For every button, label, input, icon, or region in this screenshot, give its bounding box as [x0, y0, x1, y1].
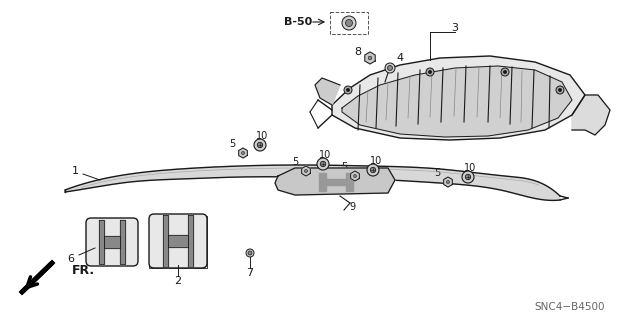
Text: 5: 5 [341, 162, 347, 172]
Circle shape [344, 86, 352, 94]
Bar [330, 12, 368, 34]
Circle shape [257, 142, 262, 148]
Polygon shape [572, 95, 610, 135]
Circle shape [317, 158, 329, 170]
Text: 5: 5 [292, 157, 298, 167]
Circle shape [465, 174, 470, 180]
Polygon shape [326, 179, 346, 185]
Circle shape [504, 70, 507, 74]
Circle shape [387, 65, 392, 70]
Circle shape [342, 16, 356, 30]
Polygon shape [163, 215, 168, 266]
Circle shape [556, 86, 564, 94]
Circle shape [248, 251, 252, 255]
Text: B-50: B-50 [284, 17, 312, 27]
FancyBboxPatch shape [149, 214, 207, 268]
Polygon shape [444, 177, 452, 187]
Polygon shape [351, 171, 359, 181]
Text: 6: 6 [67, 254, 74, 264]
Text: 8: 8 [355, 47, 362, 57]
Circle shape [371, 167, 376, 173]
Text: 4: 4 [396, 53, 404, 63]
Circle shape [428, 70, 431, 74]
Polygon shape [346, 173, 353, 191]
Circle shape [501, 68, 509, 76]
Text: 10: 10 [464, 163, 476, 173]
Polygon shape [188, 215, 193, 266]
Circle shape [346, 88, 349, 92]
Circle shape [447, 181, 449, 183]
Polygon shape [120, 220, 125, 264]
Polygon shape [332, 56, 585, 140]
Circle shape [254, 139, 266, 151]
Circle shape [241, 152, 244, 154]
Text: SNC4−B4500: SNC4−B4500 [535, 302, 605, 312]
Circle shape [367, 164, 379, 176]
Circle shape [385, 63, 395, 73]
Polygon shape [275, 168, 395, 195]
Text: 10: 10 [256, 131, 268, 141]
Polygon shape [22, 278, 36, 292]
Circle shape [346, 19, 353, 26]
Text: 3: 3 [451, 23, 458, 33]
Text: 9: 9 [349, 202, 355, 212]
Text: 10: 10 [319, 150, 331, 160]
Text: 10: 10 [370, 156, 382, 166]
Polygon shape [315, 78, 340, 105]
Text: 2: 2 [175, 276, 182, 286]
Circle shape [462, 171, 474, 183]
Polygon shape [168, 234, 188, 247]
Polygon shape [104, 236, 120, 248]
Polygon shape [342, 66, 572, 137]
Polygon shape [301, 166, 310, 176]
Polygon shape [365, 52, 375, 64]
Circle shape [426, 68, 434, 76]
Circle shape [353, 174, 356, 177]
Circle shape [368, 56, 372, 60]
Text: FR.: FR. [72, 264, 95, 278]
Text: 5: 5 [229, 139, 235, 149]
Circle shape [320, 161, 326, 167]
Polygon shape [239, 148, 247, 158]
Text: 7: 7 [246, 268, 253, 278]
FancyBboxPatch shape [86, 218, 138, 266]
Polygon shape [99, 220, 104, 264]
Polygon shape [319, 173, 326, 191]
Text: 5: 5 [434, 168, 440, 178]
Polygon shape [65, 165, 560, 200]
Circle shape [305, 169, 307, 173]
Text: 1: 1 [72, 166, 79, 176]
Circle shape [246, 249, 254, 257]
Circle shape [558, 88, 562, 92]
